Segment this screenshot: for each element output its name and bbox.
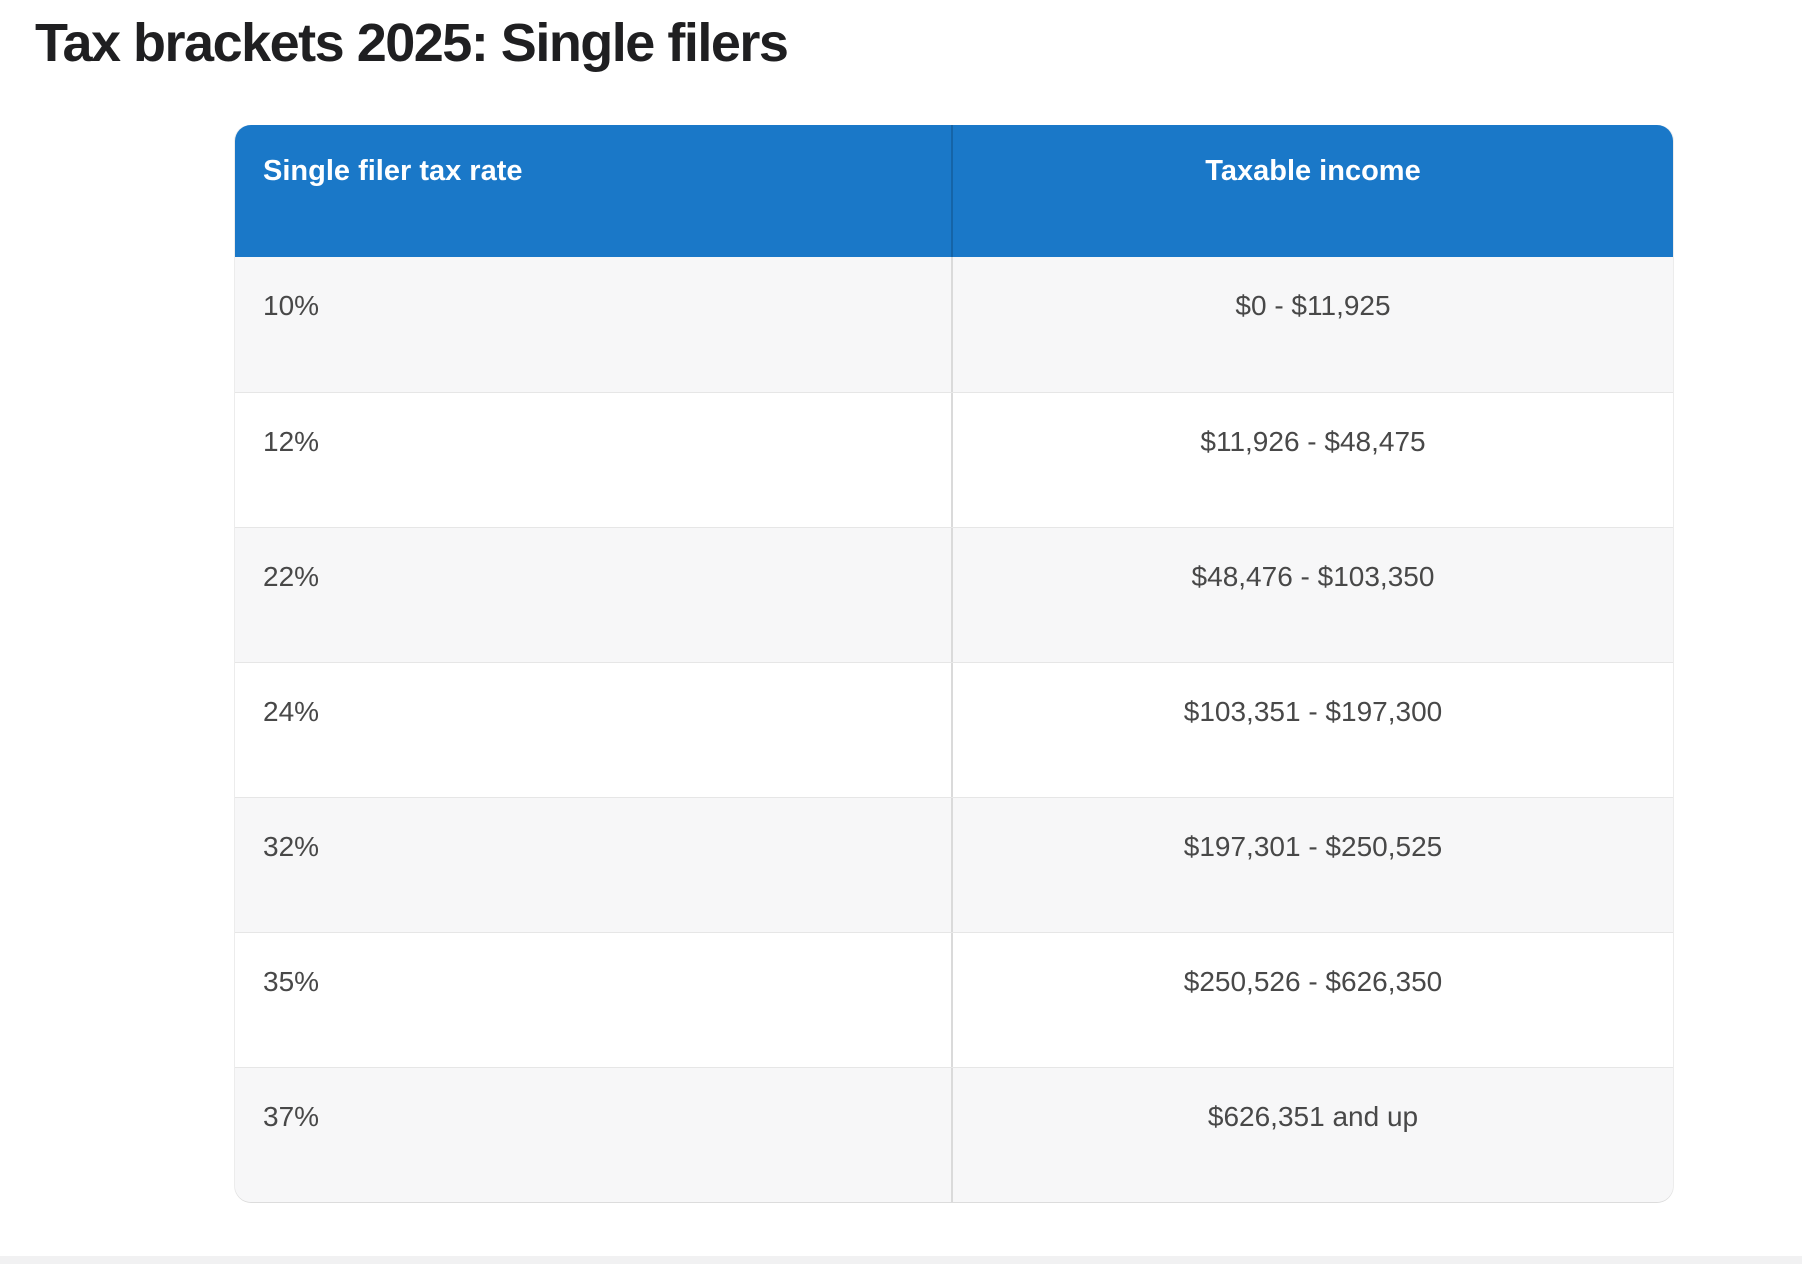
- table-row: 12% $11,926 - $48,475: [235, 392, 1673, 527]
- page-title: Tax brackets 2025: Single filers: [35, 13, 789, 73]
- page-section-divider: [0, 1256, 1802, 1264]
- tax-rate-cell: 32%: [235, 798, 953, 932]
- taxable-income-cell: $626,351 and up: [1207, 1101, 1419, 1132]
- column-header-tax-rate: Single filer tax rate: [235, 125, 953, 257]
- table-row: 22% $48,476 - $103,350: [235, 527, 1673, 662]
- tax-rate-cell: 22%: [235, 528, 953, 662]
- table-row: 24% $103,351 - $197,300: [235, 662, 1673, 797]
- taxable-income-cell: $103,351 - $197,300: [1183, 696, 1443, 727]
- taxable-income-cell: $197,301 - $250,525: [1183, 831, 1443, 862]
- table-row: 10% $0 - $11,925: [235, 257, 1673, 392]
- tax-rate-cell: 24%: [235, 663, 953, 797]
- taxable-income-cell: $250,526 - $626,350: [1183, 966, 1443, 997]
- tax-rate-cell: 35%: [235, 933, 953, 1067]
- tax-rate-cell: 10%: [235, 257, 953, 392]
- taxable-income-cell: $0 - $11,925: [1235, 290, 1391, 321]
- tax-brackets-table: Single filer tax rate Taxable income 10%…: [235, 125, 1673, 1202]
- table-row: 37% $626,351 and up: [235, 1067, 1673, 1202]
- taxable-income-cell: $48,476 - $103,350: [1191, 561, 1435, 592]
- taxable-income-cell: $11,926 - $48,475: [1200, 426, 1426, 457]
- table-row: 32% $197,301 - $250,525: [235, 797, 1673, 932]
- table-row: 35% $250,526 - $626,350: [235, 932, 1673, 1067]
- column-header-taxable-income: Taxable income: [1205, 155, 1421, 187]
- table-header-row: Single filer tax rate Taxable income: [235, 125, 1673, 257]
- tax-rate-cell: 12%: [235, 393, 953, 527]
- tax-rate-cell: 37%: [235, 1068, 953, 1202]
